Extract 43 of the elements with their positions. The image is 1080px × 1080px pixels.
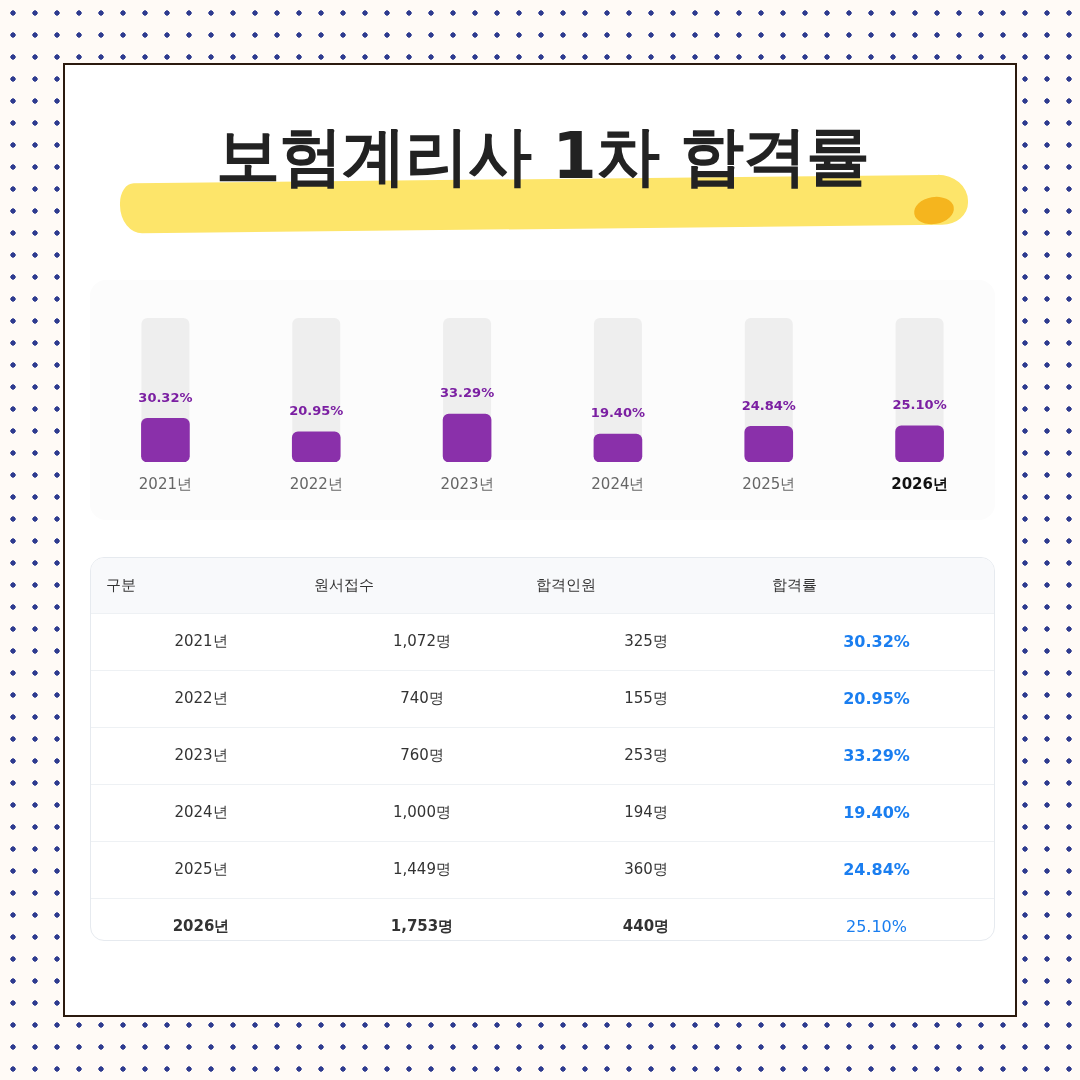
data-label: 740명 (311, 670, 533, 727)
bar (291, 431, 341, 462)
data-label: 24.84% (741, 397, 796, 413)
y-tick-label: 2026년 (171, 916, 231, 937)
data-label: 33.29% (759, 727, 994, 784)
x-tick-label: 2024년 (591, 474, 645, 493)
data-label: 325명 (533, 613, 759, 670)
data-label: 25.10% (892, 397, 947, 413)
data-label: 360명 (533, 841, 759, 898)
x-tick-label: 2023년 (440, 474, 494, 493)
x-tick-label: 원서접수 (311, 558, 533, 613)
data-label: 19.40% (759, 784, 994, 841)
data-label: 25.10% (845, 916, 908, 938)
y-tick-label: 2021년 (91, 613, 311, 670)
y-tick-label: 2025년 (91, 841, 311, 898)
x-tick-label: 2025년 (742, 474, 796, 493)
data-label: 30.32% (759, 613, 994, 670)
bar (593, 433, 643, 462)
x-tick-label: 합격인원 (533, 558, 759, 613)
data-label: 20.95% (759, 670, 994, 727)
data-label: 33.29% (440, 385, 495, 401)
data-label: 253명 (533, 727, 759, 784)
data-label: 19.40% (590, 405, 645, 421)
x-tick-label: 2021년 (138, 474, 193, 493)
data-label: 1,000명 (311, 784, 533, 841)
y-axis-title: 구분 (91, 558, 311, 613)
data-label: 1,753명 (389, 916, 455, 937)
y-tick-label: 2022년 (91, 670, 311, 727)
data-label: 194명 (533, 784, 759, 841)
data-label: 24.84% (759, 841, 994, 898)
data-label: 440명 (621, 916, 671, 937)
y-tick-label: 2024년 (91, 784, 311, 841)
data-label: 20.95% (289, 403, 344, 419)
data-label: 1,449명 (311, 841, 533, 898)
data-label: 760명 (311, 727, 533, 784)
chart-title: 보험계리사 1차 합격률 (214, 118, 871, 195)
x-tick-label: 합격률 (759, 558, 994, 613)
data-label: 30.32% (138, 389, 193, 405)
data-label: 1,072명 (311, 613, 533, 670)
x-tick-label: 2026년 (891, 474, 948, 493)
data-label: 155명 (533, 670, 759, 727)
y-tick-label: 2023년 (91, 727, 311, 784)
x-tick-label: 2022년 (289, 474, 343, 493)
